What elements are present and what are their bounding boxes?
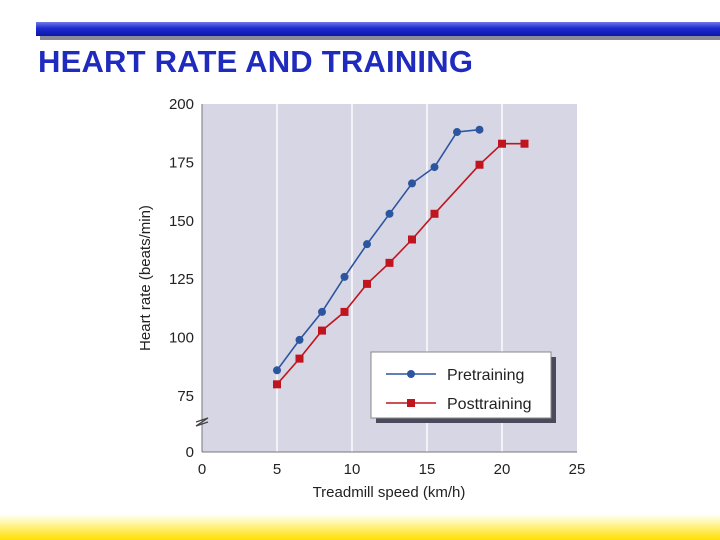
series-pretraining	[273, 125, 484, 375]
x-tick-label: 10	[344, 461, 361, 478]
legend-marker	[407, 399, 415, 407]
x-tick-label: 15	[419, 461, 436, 478]
data-point	[475, 160, 484, 169]
data-point	[273, 380, 281, 389]
data-point	[408, 179, 416, 188]
axis-break-mark	[195, 417, 209, 427]
y-tick-label: 125	[169, 271, 194, 288]
series-line-pretraining	[276, 128, 480, 371]
data-point	[430, 209, 439, 218]
data-point	[363, 240, 371, 249]
title-bar	[36, 22, 720, 36]
y-tick-label: 200	[169, 96, 194, 113]
data-point	[408, 235, 416, 244]
legend-box	[370, 351, 552, 419]
data-point	[295, 354, 304, 363]
legend-marker	[407, 370, 415, 378]
data-point	[340, 307, 349, 316]
x-tick-label: 20	[494, 461, 511, 478]
data-point	[453, 128, 461, 137]
data-point	[475, 125, 484, 134]
x-tick-label: 5	[273, 461, 281, 478]
y-tick-label: 100	[169, 330, 194, 347]
data-point	[385, 258, 394, 267]
legend-label: Posttraining	[447, 396, 532, 413]
x-axis-label: Treadmill speed (km/h)	[313, 484, 466, 501]
legend-item-posttraining: Posttraining	[386, 396, 532, 413]
x-tick-label: 25	[569, 461, 586, 478]
data-point	[340, 272, 349, 281]
data-point	[430, 163, 439, 172]
data-point	[295, 335, 304, 344]
series-posttraining	[273, 139, 529, 389]
series-layer	[273, 125, 529, 389]
data-point	[318, 307, 326, 316]
slide-title: HEART RATE AND TRAINING	[38, 44, 474, 79]
y-tick-label: 75	[177, 388, 194, 405]
legend: Pretraining Posttraining	[370, 351, 556, 423]
data-point	[385, 209, 394, 218]
bottom-bar	[0, 514, 720, 540]
legend-item-pretraining: Pretraining	[386, 367, 524, 384]
y-axis-label: Heart rate (beats/min)	[137, 205, 154, 351]
x-tick-labels: 0 5 10 15 20 25	[198, 461, 586, 478]
y-tick-label: 0	[186, 444, 194, 461]
data-point	[498, 139, 506, 148]
title-bar-shadow	[40, 36, 720, 40]
y-tick-labels: 0 75 100 125 150 175 200	[169, 96, 194, 461]
data-point	[273, 366, 281, 375]
data-point	[520, 139, 529, 148]
y-tick-label: 150	[169, 213, 194, 230]
legend-label: Pretraining	[447, 367, 524, 384]
data-point	[363, 279, 371, 288]
x-tick-label: 0	[198, 461, 206, 478]
y-tick-label: 175	[169, 154, 194, 171]
data-point	[318, 326, 326, 335]
